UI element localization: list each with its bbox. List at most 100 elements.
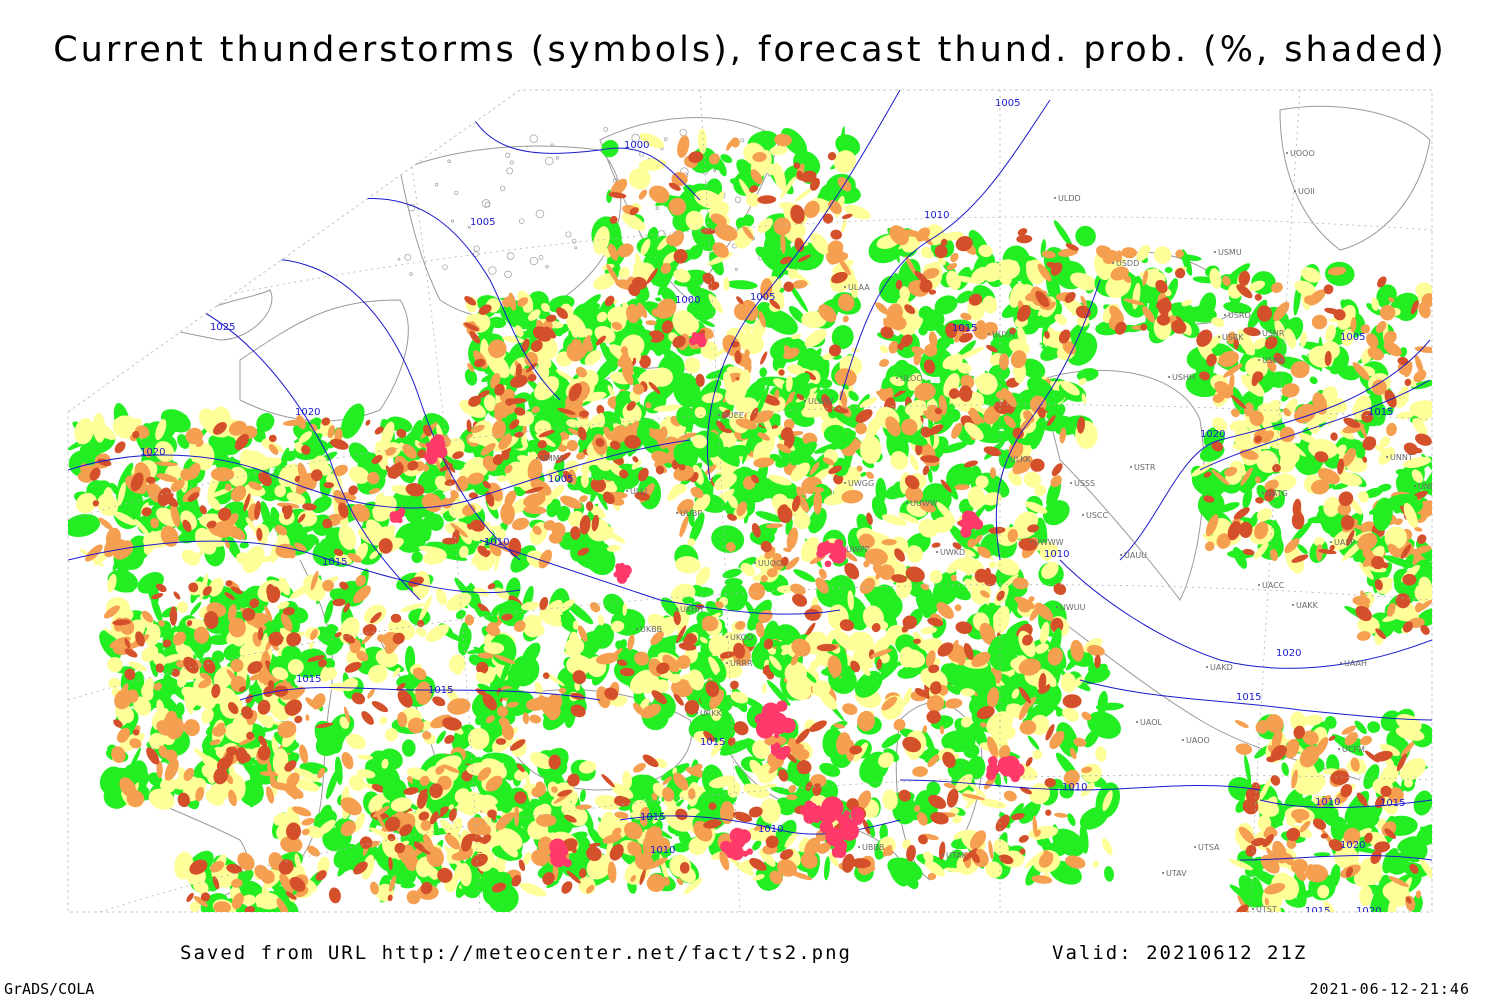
- probability-blob: [214, 521, 233, 539]
- island-outline: [603, 126, 609, 132]
- probability-blob: [226, 669, 243, 689]
- island-outline: [506, 167, 514, 175]
- probability-blob: [580, 472, 589, 488]
- island-outline: [631, 133, 640, 143]
- island-outline: [504, 270, 512, 279]
- probability-blob: [406, 498, 424, 527]
- probability-blob: [468, 492, 479, 500]
- probability-blob: [92, 500, 100, 507]
- probability-blob: [405, 482, 425, 497]
- probability-blob: [579, 515, 591, 535]
- probability-blob: [145, 476, 156, 484]
- probability-blob: [524, 486, 544, 494]
- probability-blob: [257, 745, 271, 761]
- probability-blob: [199, 672, 212, 681]
- probability-blob: [535, 814, 557, 827]
- probability-blob: [97, 424, 113, 439]
- probability-blob: [216, 757, 227, 770]
- probability-blob: [171, 668, 180, 677]
- probability-blob: [162, 639, 172, 648]
- probability-blob: [124, 668, 136, 680]
- probability-blob: [374, 426, 384, 435]
- probability-blob: [301, 444, 311, 455]
- probability-blob: [267, 760, 272, 777]
- isobar-label: 1015: [952, 323, 977, 334]
- probability-blob: [570, 526, 581, 540]
- station-dot: [1168, 376, 1170, 378]
- probability-blob: [225, 534, 241, 560]
- probability-blob: [302, 503, 317, 511]
- probability-blob: [333, 843, 360, 869]
- island-outline: [550, 143, 554, 147]
- isobar-label: 1015: [428, 685, 453, 696]
- probability-blob: [170, 479, 185, 492]
- isobar-label: 1020: [140, 447, 165, 458]
- probability-blob: [348, 485, 358, 495]
- probability-blob: [283, 505, 293, 520]
- probability-blob: [560, 495, 582, 509]
- isobar-label: 1020: [295, 407, 320, 418]
- probability-blob: [151, 592, 164, 600]
- probability-blob: [242, 894, 256, 906]
- probability-blob: [158, 620, 165, 627]
- probability-blob: [436, 730, 446, 744]
- station-label: USRO: [1228, 311, 1251, 320]
- probability-blob: [205, 789, 225, 806]
- probability-blob: [195, 786, 205, 802]
- probability-blob: [538, 549, 552, 569]
- station-label: USMU: [1218, 248, 1242, 257]
- island-outline: [545, 156, 554, 166]
- probability-blob: [210, 467, 235, 482]
- probability-blob: [177, 792, 190, 808]
- probability-blob: [226, 746, 239, 756]
- probability-blob: [333, 464, 348, 477]
- probability-blob: [225, 580, 233, 587]
- probability-blob: [203, 659, 216, 674]
- probability-blob: [555, 452, 571, 464]
- probability-blob: [523, 493, 546, 508]
- island-outline: [506, 252, 515, 260]
- island-outline: [434, 182, 439, 187]
- probability-blob: [485, 491, 495, 507]
- probability-blob: [387, 463, 404, 479]
- probability-blob: [500, 450, 510, 460]
- probability-blob: [401, 739, 416, 757]
- island-outline: [409, 134, 418, 143]
- probability-blob: [211, 725, 227, 737]
- probability-blob: [400, 882, 416, 889]
- coastline-segment: [399, 145, 622, 320]
- probability-blob: [459, 545, 469, 558]
- probability-blob: [169, 606, 178, 626]
- probability-blob: [242, 607, 256, 621]
- probability-blob: [120, 418, 142, 434]
- isobar-label: 1025: [210, 322, 235, 333]
- probability-blob: [549, 485, 565, 500]
- probability-blob: [208, 435, 233, 456]
- probability-blob: [141, 645, 159, 662]
- probability-blob: [282, 419, 307, 426]
- isobar-label: 1005: [1340, 332, 1365, 343]
- probability-blob: [365, 519, 386, 544]
- probability-blob: [482, 480, 491, 489]
- isobar-label: 1010: [650, 845, 675, 856]
- probability-blob: [170, 503, 180, 528]
- probability-blob: [148, 732, 165, 750]
- isobar-label: 1005: [995, 98, 1020, 109]
- probability-blob: [228, 761, 238, 790]
- probability-blob: [199, 505, 207, 515]
- probability-blob: [322, 518, 333, 529]
- probability-blob: [327, 424, 335, 439]
- probability-blob: [132, 729, 140, 736]
- probability-blob: [238, 686, 246, 692]
- probability-blob: [176, 660, 186, 668]
- probability-blob: [236, 552, 251, 566]
- probability-blob: [563, 470, 573, 483]
- probability-blob: [172, 631, 186, 646]
- probability-blob: [193, 748, 212, 764]
- station-label: USRK: [1222, 333, 1244, 342]
- island-outline: [447, 159, 451, 164]
- probability-blob: [112, 511, 137, 526]
- isobar-label: 1020: [1340, 840, 1365, 851]
- probability-blob: [268, 441, 284, 453]
- probability-blob: [579, 495, 588, 503]
